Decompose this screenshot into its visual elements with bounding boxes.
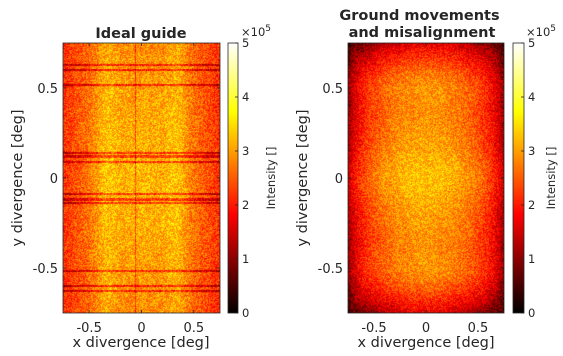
chart-title-line-1: Ground movements	[339, 8, 499, 24]
colorbar-multiplier-exponent: 5	[265, 24, 271, 34]
y-axis-label: y divergence [deg]	[295, 109, 311, 246]
x-tick-label: 0	[422, 321, 430, 336]
colorbar-tick-label: 1	[528, 252, 535, 266]
colorbar-tick-label: 5	[528, 36, 535, 50]
colorbar-gradient	[228, 43, 238, 313]
colorbar-multiplier: ×105	[526, 24, 556, 39]
y-axis-ticks: -0.5 0 0.5	[33, 82, 220, 277]
colorbar-tick-label: 0	[528, 306, 535, 320]
x-axis-label: x divergence [deg]	[72, 335, 209, 351]
y-tick-label: 0.5	[322, 82, 343, 97]
x-axis-label: x divergence [deg]	[357, 335, 494, 351]
y-tick-label: -0.5	[318, 262, 343, 277]
colorbar-label: Intensity []	[544, 147, 558, 210]
heatmap-image	[63, 43, 220, 313]
x-axis-ticks: -0.5 0 0.5	[76, 43, 204, 336]
y-tick-label: 0	[50, 172, 58, 187]
colorbar-tick-label: 3	[242, 144, 249, 158]
colorbar-multiplier-base: ×10	[526, 25, 550, 39]
colorbar-tick-label: 1	[242, 252, 249, 266]
colorbar: 0 1 2 3 4 5 ×105 Intensity []	[512, 24, 558, 320]
colorbar-frame	[227, 42, 239, 314]
y-tick-label: 0	[335, 172, 343, 187]
colorbar-tick-label: 3	[528, 144, 535, 158]
x-tick-label: -0.5	[361, 321, 386, 336]
heatmap-image	[348, 43, 504, 313]
colorbar-multiplier-base: ×10	[241, 25, 265, 39]
colorbar-ticks: 0 1 2 3 4 5	[235, 36, 249, 320]
colorbar-frame	[512, 42, 525, 314]
x-axis-ticks: -0.5 0 0.5	[361, 43, 488, 336]
colorbar-gradient	[513, 43, 524, 313]
colorbar-tick-label: 4	[242, 90, 249, 104]
y-tick-label: 0.5	[37, 82, 58, 97]
colorbar-tick-label: 4	[528, 90, 535, 104]
x-tick-label: -0.5	[76, 321, 101, 336]
y-tick-label: -0.5	[33, 262, 58, 277]
heatmap-panel-ground-movements: Ground movements and misalignment -0.5 0 0…	[295, 8, 558, 351]
x-tick-label: 0	[137, 321, 145, 336]
x-tick-label: 0.5	[468, 321, 489, 336]
colorbar-ticks: 0 1 2 3 4 5	[521, 36, 535, 320]
colorbar: 0 1 2 3 4 5 ×105 Intensity []	[227, 24, 278, 320]
y-axis-label: y divergence [deg]	[10, 109, 26, 246]
chart-title-line-2: and misalignment	[349, 25, 496, 41]
colorbar-multiplier-exponent: 5	[550, 24, 556, 34]
chart-title: Ground movements and misalignment	[339, 8, 504, 41]
chart-title: Ideal guide	[95, 26, 186, 42]
colorbar-tick-label: 2	[242, 198, 249, 212]
colorbar-label: Intensity []	[264, 147, 278, 210]
colorbar-tick-label: 5	[242, 36, 249, 50]
colorbar-tick-label: 2	[528, 198, 535, 212]
y-axis-ticks: -0.5 0 0.5	[318, 82, 504, 277]
colorbar-multiplier: ×105	[241, 24, 271, 39]
x-tick-label: 0.5	[183, 321, 204, 336]
colorbar-tick-label: 0	[242, 306, 249, 320]
heatmap-panel-ideal-guide: Ideal guide -0.5 0 0.5 -0.5 0 0.5 x divergen…	[10, 24, 278, 351]
